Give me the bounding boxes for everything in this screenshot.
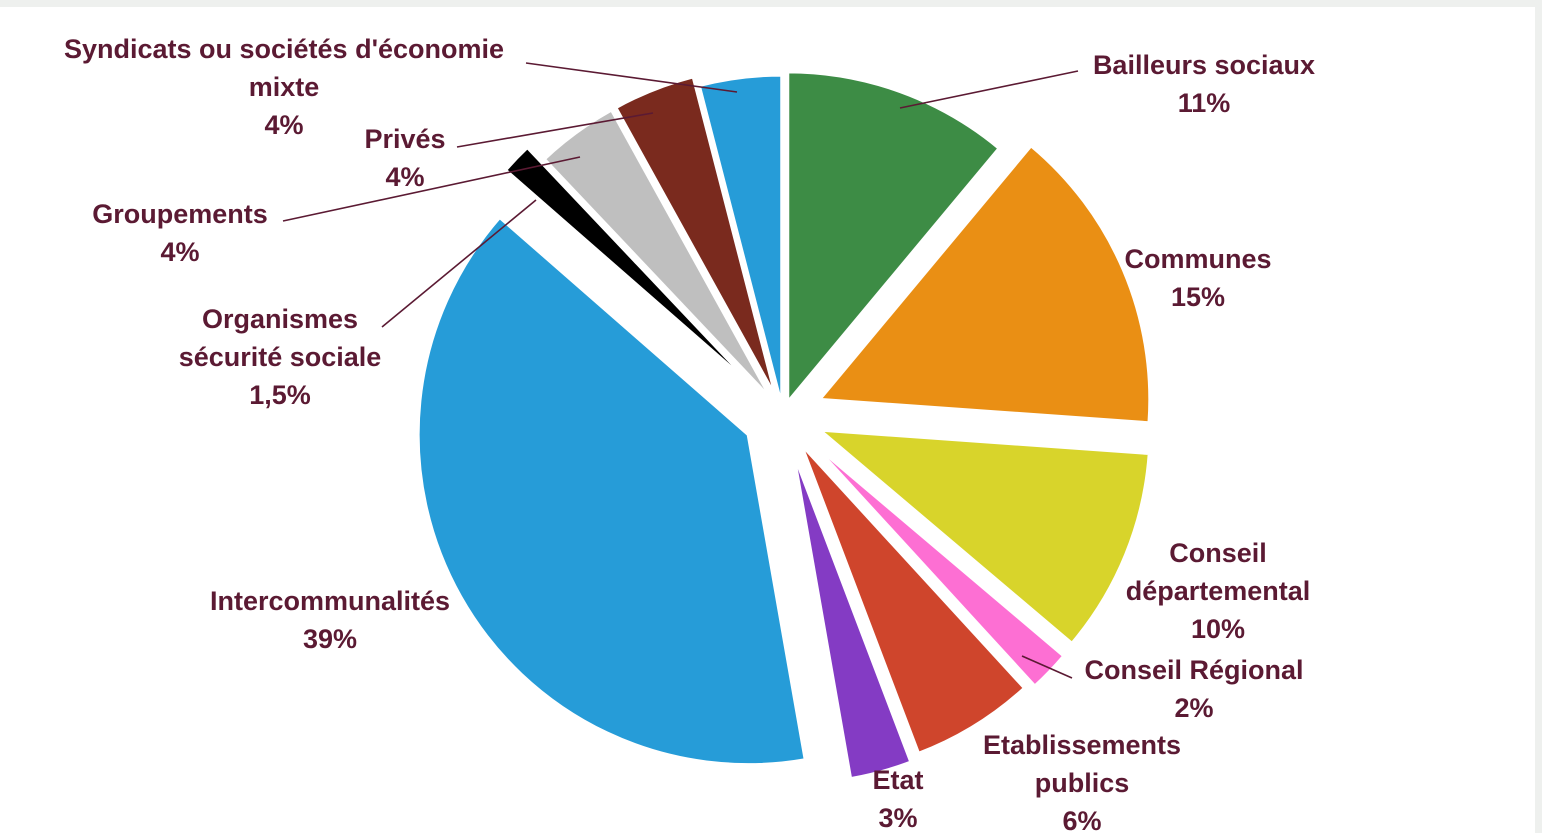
pie-slice-9 [542,108,773,400]
slice-name: départemental [1126,576,1311,606]
slice-value: 1,5% [249,380,311,410]
slice-value: 2% [1174,693,1213,723]
slice-value: 11% [1178,88,1231,118]
slice-value: 4% [160,237,199,267]
slice-label-1: Bailleurs sociaux 11% [1093,50,1315,118]
pie-slice-11 [697,73,784,406]
leader-line-4 [1021,655,1073,679]
slice-name: publics [1035,768,1130,798]
slice-name: Communes [1124,244,1271,274]
pie-slice-2 [816,143,1152,425]
slice-label-10: Privés 4% [364,124,445,192]
slice-name: Syndicats ou sociétés d'économie [64,34,504,64]
leader-line-9 [282,156,581,222]
slice-label-5: Etablissements publics 6% [983,730,1181,833]
slice-name: Conseil [1169,538,1267,568]
pie-slice-7 [416,215,807,767]
slice-name: Etat [872,765,923,795]
leader-line-8 [381,199,537,328]
slice-name: Groupements [92,199,268,229]
slice-name: Bailleurs sociaux [1093,50,1315,80]
pie-slice-8 [503,145,756,389]
slice-label-7: Intercommunalités 39% [210,586,450,654]
slice-label-4: Conseil Régional 2% [1084,655,1303,723]
slice-label-3: Conseil départemental 10% [1126,538,1311,644]
slice-value: 4% [385,162,424,192]
slice-name: Intercommunalités [210,586,450,616]
slice-value: 10% [1191,614,1245,644]
pie-slice-1 [786,70,1002,406]
pie-slice-10 [613,75,778,398]
slice-label-11: Syndicats ou sociétés d'économie mixte 4% [64,34,504,140]
slice-label-9: Groupements 4% [92,199,268,267]
slice-value: 15% [1171,282,1225,312]
pie-slice-6 [792,453,913,781]
slice-name: Privés [364,124,445,154]
slice-value: 3% [878,803,917,833]
slice-name: sécurité sociale [179,342,382,372]
pie-slice-3 [815,428,1151,646]
slice-name: Organismes [202,304,358,334]
pie-slice-4 [810,441,1066,689]
slice-label-8: Organismes sécurité sociale 1,5% [179,304,382,410]
slice-value: 6% [1062,806,1101,833]
slice-value: 39% [303,624,357,654]
slice-value: 4% [264,110,303,140]
slice-name: Etablissements [983,730,1181,760]
leader-line-10 [456,112,654,148]
leader-line-11 [525,62,738,93]
slice-label-6: Etat 3% [872,765,923,833]
pie-slice-5 [799,443,1027,756]
slice-label-2: Communes 15% [1124,244,1271,312]
slice-name: Conseil Régional [1084,655,1303,685]
leader-line-1 [899,70,1079,109]
slice-name: mixte [249,72,320,102]
